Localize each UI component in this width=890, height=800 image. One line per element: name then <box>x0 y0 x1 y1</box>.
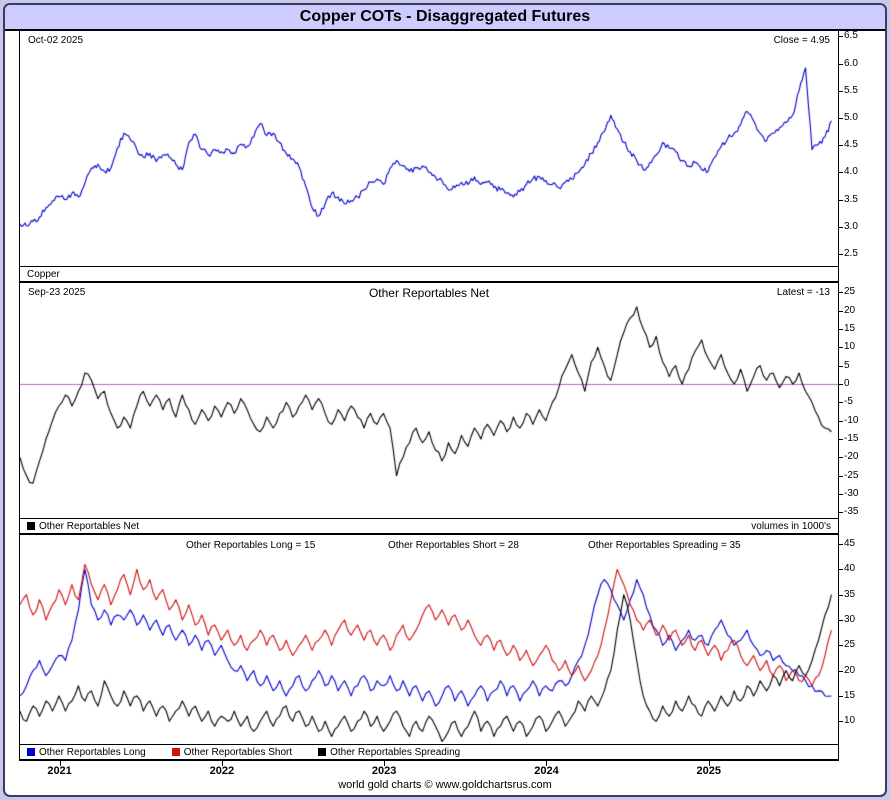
y-axis-tick-label: 30 <box>838 614 856 626</box>
y-axis-tick-label: 45 <box>838 538 856 550</box>
y-axis-tick-label: 10 <box>838 715 856 727</box>
volumes-chart-canvas <box>20 535 838 744</box>
short-value-label: Other Reportables Short = 28 <box>388 540 519 551</box>
y-axis-tick-label: 15 <box>838 322 856 334</box>
x-axis-year-label: 2025 <box>696 765 722 777</box>
copper-y-axis: 6.5 6.0 5.5 5.0 4.5 4.0 3.5 3.0 2.5 <box>839 30 885 266</box>
legend-item-spreading: Other Reportables Spreading <box>318 747 460 758</box>
x-axis-tick <box>708 761 710 766</box>
y-axis-tick-label: -25 <box>838 469 859 481</box>
long-legend-label: Other Reportables Long <box>39 746 146 758</box>
long-legend-color-chip <box>27 748 35 756</box>
copper-series-label: Copper <box>27 268 60 280</box>
y-axis-tick-label: 10 <box>838 341 856 353</box>
copper-bottom-strip: Copper <box>20 266 838 281</box>
spreading-legend-color-chip <box>318 748 327 756</box>
y-axis-tick-label: 20 <box>838 664 856 676</box>
y-axis-tick-label: 4.0 <box>839 166 858 178</box>
y-axis-tick-label: 15 <box>838 689 856 701</box>
copper-date-label: Oct-02 2025 <box>28 35 84 46</box>
net-latest-label: Latest = -13 <box>776 287 830 298</box>
spreading-value-label: Other Reportables Spreading = 35 <box>588 540 741 551</box>
y-axis-tick-label: 6.5 <box>839 30 858 42</box>
legend-item-net: Other Reportables Net <box>27 521 139 532</box>
y-axis-tick-label: 25 <box>838 639 856 651</box>
volumes-y-axis: 45 40 35 30 25 20 15 10 <box>838 535 885 744</box>
x-axis-tick <box>384 761 386 766</box>
legend-item-long: Other Reportables Long <box>27 747 146 758</box>
volumes-panel: Other Reportables Long = 15 Other Report… <box>19 535 855 761</box>
legend-item-short: Other Reportables Short <box>171 746 293 758</box>
x-axis-year-label: 2021 <box>47 765 72 777</box>
net-panel: Sep-23 2025 Other Reportables Net Latest… <box>19 283 858 535</box>
y-axis-tick-label: 2.5 <box>839 248 858 260</box>
footer-credit: world gold charts © www.goldchartsrus.co… <box>338 779 552 791</box>
x-axis-year-label: 2023 <box>371 765 397 777</box>
net-panel-title: Other Reportables Net <box>368 286 490 300</box>
spreading-legend-label: Other Reportables Spreading <box>330 746 461 758</box>
y-axis-tick-label: 35 <box>838 588 856 600</box>
volumes-legend-strip: Other Reportables Long Other Reportables… <box>20 744 838 759</box>
net-chart-canvas <box>20 283 838 518</box>
copper-price-chart-canvas <box>20 31 838 266</box>
y-axis-tick-label: 4.5 <box>839 139 858 151</box>
y-axis-tick-label: 5 <box>839 359 850 371</box>
x-axis-year-label: 2024 <box>534 765 559 777</box>
volumes-note: volumes in 1000's <box>751 520 831 532</box>
y-axis-tick-label: 20 <box>838 304 856 316</box>
y-axis-tick-label: 6.0 <box>839 57 858 69</box>
net-legend-label: Other Reportables Net <box>39 520 140 532</box>
chart-window: Copper COTs - Disaggregated Futures Oct-… <box>3 3 887 797</box>
long-value-label: Other Reportables Long = 15 <box>186 540 316 551</box>
y-axis-tick-label: -10 <box>838 414 859 426</box>
page-title: Copper COTs - Disaggregated Futures <box>5 5 885 31</box>
y-axis-tick-label: 0 <box>839 377 850 389</box>
x-axis: 2021 2022 2023 2024 2025 <box>19 761 839 779</box>
y-axis-tick-label: 40 <box>838 563 856 575</box>
y-axis-tick-label: 25 <box>838 286 856 298</box>
y-axis-tick-label: -30 <box>838 488 859 500</box>
copper-price-panel: Oct-02 2025 Close = 4.95 Copper 6.5 6.0 5.… <box>19 31 858 283</box>
x-axis-year-label: 2022 <box>209 765 235 777</box>
y-axis-tick-label: -5 <box>839 396 853 408</box>
y-axis-tick-label: 3.5 <box>839 193 858 205</box>
y-axis-tick-label: 5.5 <box>839 84 858 96</box>
y-axis-tick-label: 5.0 <box>839 112 858 124</box>
x-axis-tick <box>546 761 548 766</box>
y-axis-tick-label: 3.0 <box>839 220 858 232</box>
net-legend-color-chip <box>27 522 35 530</box>
short-legend-color-chip <box>171 748 180 756</box>
short-legend-label: Other Reportables Short <box>183 746 293 758</box>
copper-close-label: Close = 4.95 <box>773 35 830 46</box>
y-axis-tick-label: -20 <box>838 451 859 463</box>
net-legend-strip: Other Reportables Net volumes in 1000's <box>20 518 838 533</box>
y-axis-tick-label: -15 <box>838 433 859 445</box>
net-date-label: Sep-23 2025 <box>28 287 86 298</box>
net-y-axis: 25 20 15 10 5 0 -5 -10 -15 -20 -25 -30 -35 <box>838 283 885 518</box>
y-axis-tick-label: -35 <box>838 506 859 518</box>
x-axis-tick <box>59 761 61 766</box>
x-axis-tick <box>221 761 223 766</box>
